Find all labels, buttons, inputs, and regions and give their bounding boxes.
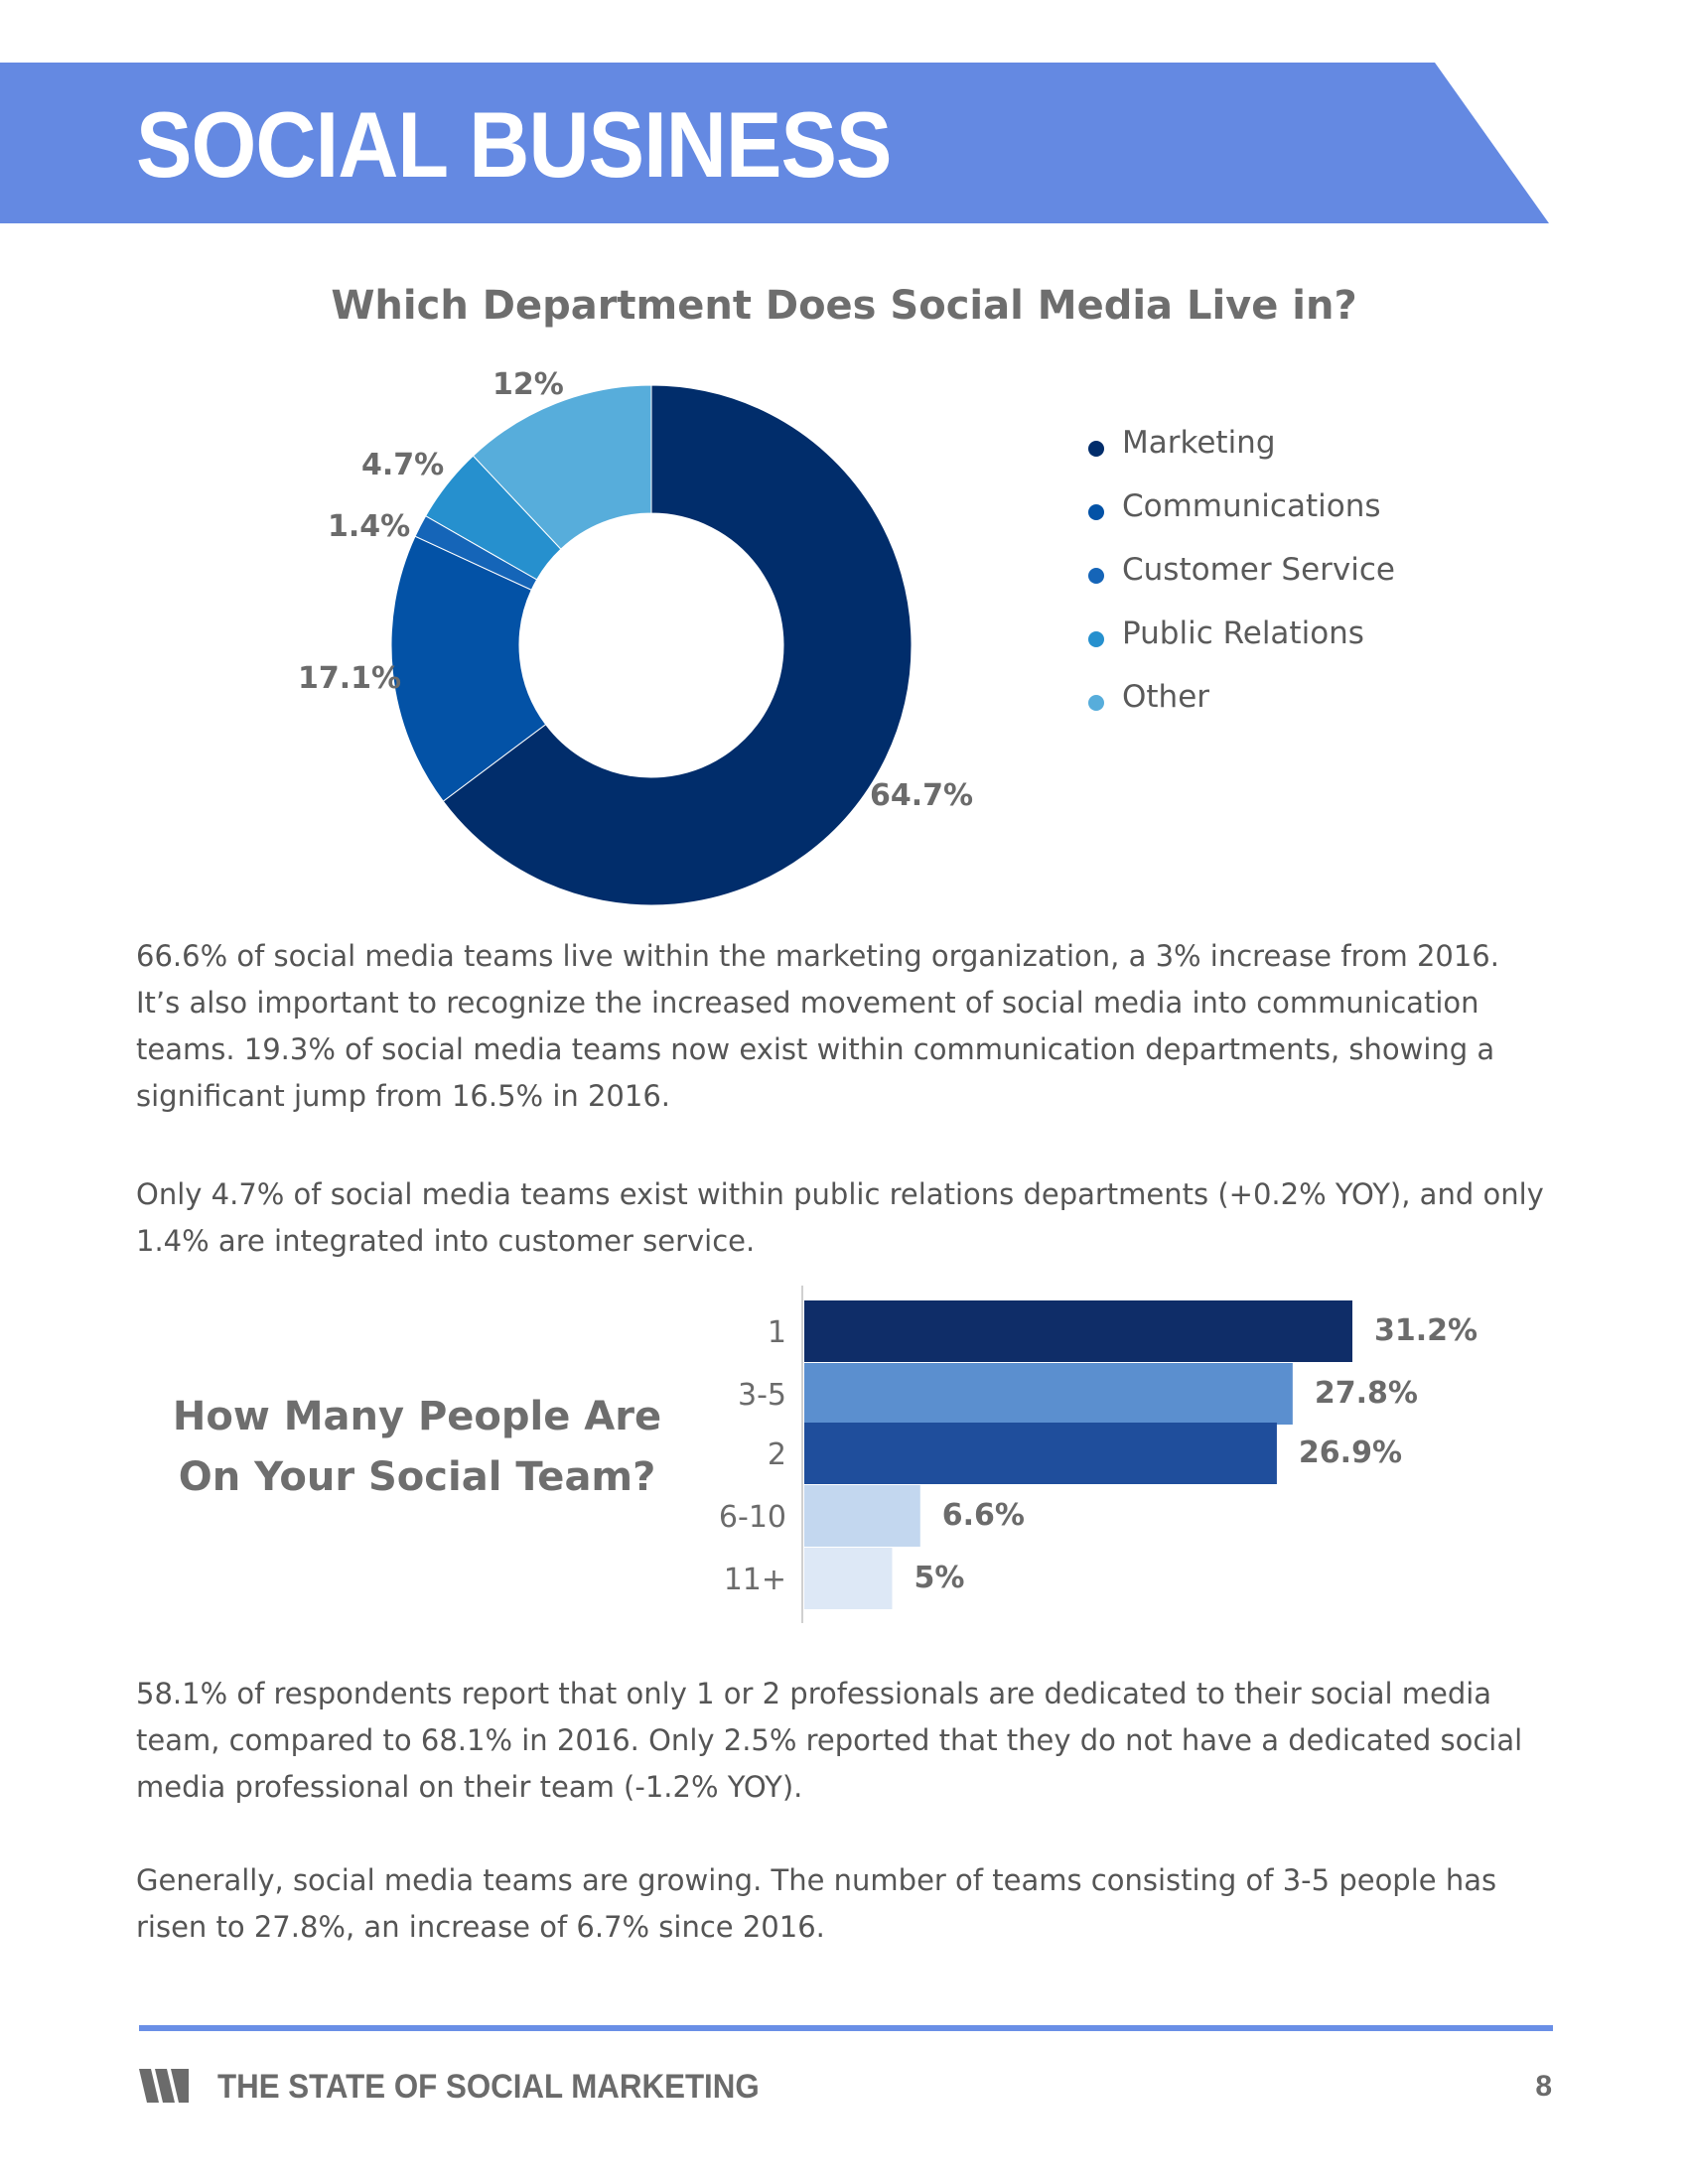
bar-chart-title: How Many People Are On Your Social Team? — [172, 1394, 662, 1500]
bar-category-label: 2 — [768, 1437, 786, 1472]
team-size-bar-chart: 1 31.2% 3-5 27.8% 2 26.9% 6-10 6.6% 11+ 5% — [719, 1286, 1477, 1623]
bar-category-label: 11+ — [724, 1563, 786, 1597]
donut-label-customer-service: 1.4% — [328, 509, 411, 544]
footer-title: THE STATE OF SOCIAL MARKETING — [217, 2068, 760, 2106]
legend-label: Other — [1122, 679, 1210, 715]
legend-label: Marketing — [1122, 425, 1276, 461]
bar-11+ — [804, 1548, 893, 1609]
bar-value-label: 5% — [914, 1561, 964, 1595]
legend-dot-icon — [1088, 631, 1104, 647]
header-banner — [0, 63, 1549, 223]
footer-rule — [139, 2025, 1553, 2031]
legend-label: Public Relations — [1122, 615, 1364, 651]
legend-dot-icon — [1088, 441, 1104, 457]
bar-value-label: 31.2% — [1374, 1313, 1477, 1348]
donut-label-marketing: 64.7% — [870, 778, 974, 813]
paragraph-team-size: 58.1% of respondents report that only 1 … — [136, 1677, 1523, 1804]
bar-value-label: 6.6% — [942, 1498, 1025, 1533]
bar-3-5 — [804, 1363, 1293, 1425]
page-number: 8 — [1535, 2070, 1552, 2103]
paragraph-growth: Generally, social media teams are growin… — [136, 1863, 1497, 1944]
donut-slice-other — [472, 384, 652, 550]
paragraph-marketing: 66.6% of social media teams live within … — [136, 939, 1499, 1113]
bar-1 — [804, 1300, 1352, 1362]
legend-dot-icon — [1088, 504, 1104, 520]
legend-dot-icon — [1088, 695, 1104, 711]
bar-value-label: 27.8% — [1315, 1376, 1418, 1411]
legend-label: Customer Service — [1122, 552, 1396, 588]
paragraph-public-relations: Only 4.7% of social media teams exist wi… — [136, 1177, 1544, 1258]
brand-logo-icon — [139, 2069, 189, 2103]
donut-label-public-relations: 4.7% — [361, 448, 445, 482]
bar-value-label: 26.9% — [1299, 1435, 1402, 1470]
bar-6-10 — [804, 1485, 920, 1547]
bar-category-label: 1 — [768, 1315, 786, 1350]
donut-slice-marketing — [442, 384, 913, 906]
legend-dot-icon — [1088, 568, 1104, 584]
donut-chart-title: Which Department Does Social Media Live … — [331, 283, 1357, 329]
page-title: SOCIAL BUSINESS — [136, 92, 892, 197]
bar-category-label: 3-5 — [738, 1378, 786, 1413]
department-donut-chart — [390, 384, 913, 906]
legend-label: Communications — [1122, 488, 1381, 524]
donut-slice-communications — [390, 535, 547, 802]
bar-2 — [804, 1423, 1277, 1484]
bar-category-label: 6-10 — [719, 1500, 786, 1535]
donut-label-communications: 17.1% — [298, 661, 402, 696]
donut-label-other: 12% — [492, 367, 564, 402]
